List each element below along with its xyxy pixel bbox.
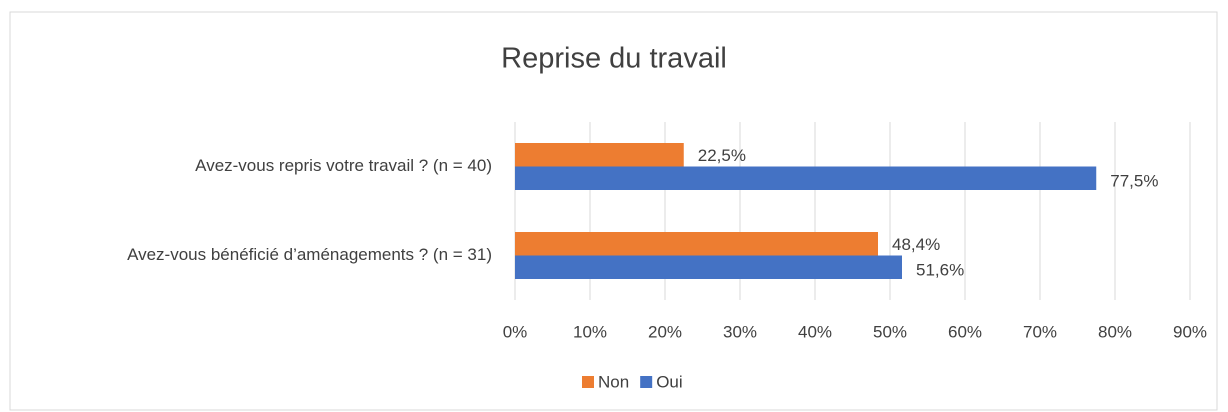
x-tick-label: 20% <box>648 322 682 341</box>
legend-swatch <box>640 376 653 388</box>
bar <box>515 255 902 279</box>
data-label: 77,5% <box>1110 172 1158 191</box>
y-tick-label: Avez-vous bénéficié d’aménagements ? (n … <box>127 245 492 264</box>
x-tick-label: 60% <box>948 322 982 341</box>
chart-border <box>9 11 1218 411</box>
x-tick-label: 30% <box>723 322 757 341</box>
bar <box>515 166 1097 190</box>
bar <box>515 232 878 256</box>
x-tick-label: 40% <box>798 322 832 341</box>
chart-title: Reprise du travail <box>501 43 727 75</box>
x-tick-label: 90% <box>1173 322 1207 341</box>
data-label: 51,6% <box>916 261 964 280</box>
x-tick-label: 80% <box>1098 322 1132 341</box>
legend-label: Non <box>598 372 629 391</box>
legend-swatch <box>582 376 594 388</box>
data-label: 48,4% <box>892 235 940 254</box>
x-tick-label: 0% <box>503 322 528 341</box>
x-tick-label: 70% <box>1023 322 1057 341</box>
x-tick-label: 10% <box>573 322 607 341</box>
x-tick-label: 50% <box>873 322 907 341</box>
data-label: 22,5% <box>698 146 746 165</box>
y-tick-label: Avez-vous repris votre travail ? (n = 40… <box>195 156 492 175</box>
legend-label: Oui <box>656 372 682 391</box>
bar <box>515 143 684 167</box>
